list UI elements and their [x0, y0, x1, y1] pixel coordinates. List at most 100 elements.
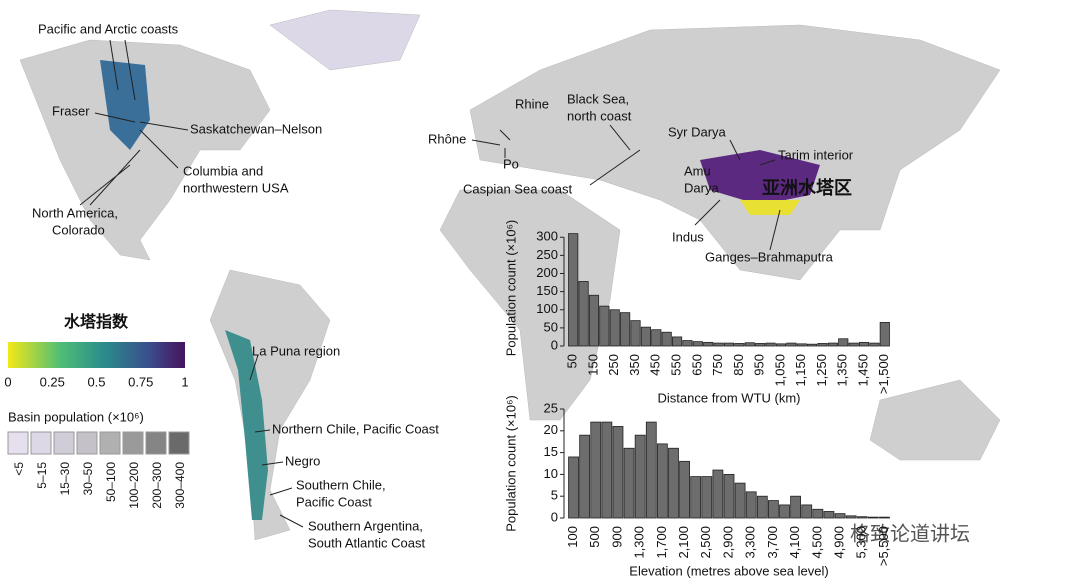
x-axis-label: Distance from WTU (km): [658, 390, 801, 405]
x-tick-label: 1,250: [814, 354, 829, 387]
map-label: Tarim interior: [778, 147, 854, 162]
y-tick-label: 100: [536, 301, 558, 316]
y-tick-label: 250: [536, 247, 558, 262]
x-tick-label: 50: [565, 354, 580, 368]
bar: [713, 342, 724, 347]
y-axis-label: Population count (×10⁶): [503, 395, 518, 532]
y-tick-label: 0: [551, 509, 558, 524]
water-tower-region: [740, 200, 800, 215]
bar: [620, 312, 631, 347]
x-axis-label: Elevation (metres above sea level): [629, 563, 828, 578]
x-tick-label: 3,300: [743, 526, 758, 559]
map-label: Negro: [285, 453, 320, 468]
colorbar-title: 水塔指数: [64, 312, 129, 331]
bar: [765, 342, 776, 347]
x-tick-label: 2,100: [676, 526, 691, 559]
map-label: Amu: [684, 163, 711, 178]
legend-label: 5–15: [35, 462, 49, 489]
x-tick-label: 100: [565, 526, 580, 548]
legend-swatch: [7, 431, 29, 455]
bar: [630, 320, 641, 347]
legend-label: 200–300: [150, 462, 164, 509]
map-label: Fraser: [52, 103, 90, 118]
x-tick-label: 2,900: [720, 526, 735, 559]
bar: [703, 341, 714, 347]
x-tick-label: 950: [752, 354, 767, 376]
bar: [786, 342, 797, 347]
map-label: Pacific and Arctic coasts: [38, 21, 179, 36]
x-tick-label: >5,500: [876, 526, 891, 566]
legend-swatch: [30, 431, 52, 455]
x-tick-label: 4,500: [809, 526, 824, 559]
bar: [601, 421, 613, 519]
bar: [599, 305, 610, 347]
x-tick-label: 1,450: [855, 354, 870, 387]
bar: [834, 513, 846, 519]
colorbar: [8, 342, 185, 368]
map-label: Indus: [672, 229, 704, 244]
bar: [651, 329, 662, 347]
bar: [679, 460, 690, 519]
bar: [612, 426, 624, 519]
highlight-label: 亚洲水塔区: [762, 177, 852, 198]
bar: [645, 421, 657, 519]
bar: [807, 343, 818, 347]
x-tick-label: 150: [585, 354, 600, 376]
bar: [734, 343, 745, 347]
bar: [796, 343, 807, 347]
colorbar-tick-label: 0.5: [87, 374, 105, 389]
bar: [879, 322, 890, 347]
map-label: Rhône: [428, 131, 466, 146]
y-axis-label: Population count (×10⁶): [503, 220, 518, 357]
x-tick-label: 450: [648, 354, 663, 376]
map-label: northwestern USA: [183, 180, 289, 195]
legend-swatch: [76, 431, 98, 455]
bar: [692, 341, 703, 347]
bar: [588, 294, 600, 347]
bar: [661, 331, 672, 347]
legend-label: 100–200: [127, 462, 141, 509]
x-tick-label: 4,900: [831, 526, 846, 559]
bar: [812, 508, 824, 519]
legend-swatch: [122, 431, 144, 455]
map-label: South Atlantic Coast: [308, 535, 425, 550]
legend-swatch: [99, 431, 121, 455]
x-tick-label: 1,150: [793, 354, 808, 387]
legend-swatch: [53, 431, 75, 455]
map-label: Columbia and: [183, 163, 263, 178]
x-tick-label: 550: [669, 354, 684, 376]
y-tick-label: 5: [551, 488, 558, 503]
y-tick-label: 0: [551, 337, 558, 352]
x-tick-label: 1,350: [835, 354, 850, 387]
map-label: Northern Chile, Pacific Coast: [272, 421, 439, 436]
legend-swatch: [145, 431, 167, 455]
bar: [823, 511, 835, 519]
map-label: Colorado: [52, 222, 105, 237]
y-tick-label: 15: [544, 444, 558, 459]
legend-label: <5: [12, 462, 26, 476]
bar: [856, 516, 868, 519]
bar: [590, 421, 602, 519]
bar: [869, 342, 880, 347]
map-label: Darya: [684, 180, 719, 195]
x-tick-label: 1,050: [772, 354, 787, 387]
bar: [578, 281, 589, 347]
map-label: Southern Chile,: [296, 477, 386, 492]
bar: [690, 476, 702, 519]
leader-lines: [79, 39, 781, 528]
map-label: North America,: [32, 205, 118, 220]
map-label: Po: [503, 156, 519, 171]
bar: [671, 336, 683, 347]
y-tick-label: 200: [536, 265, 558, 280]
map-label: north coast: [567, 108, 632, 123]
legend-label: 30–50: [81, 462, 95, 496]
legend-title: Basin population (×10⁶): [8, 409, 144, 424]
colorbar-tick-label: 0.75: [128, 374, 153, 389]
colorbar-tick-label: 1: [181, 374, 188, 389]
x-tick-label: 350: [627, 354, 642, 376]
x-tick-label: 5,300: [854, 526, 869, 559]
bar: [845, 515, 857, 519]
map-label: Ganges–Brahmaputra: [705, 249, 834, 264]
bar: [579, 434, 591, 519]
